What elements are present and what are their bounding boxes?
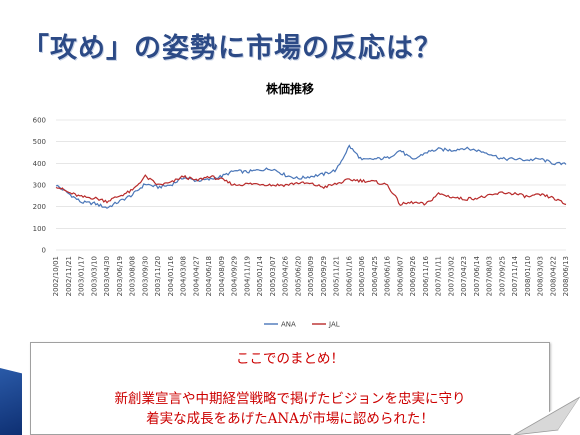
x-tick-label-1: 2002/11/21 — [65, 256, 73, 296]
legend-label-ana: ANA — [281, 321, 296, 329]
x-tick-label-8: 2003/11/20 — [154, 256, 162, 296]
x-tick-label-26: 2006/06/16 — [384, 255, 392, 296]
y-tick-label-4: 400 — [33, 160, 46, 168]
x-tick-label-5: 2003/06/19 — [116, 256, 124, 296]
x-tick-label-30: 2007/01/11 — [435, 256, 443, 296]
x-tick-label-29: 2006/11/16 — [422, 255, 430, 296]
summary-line-1: 新創業宣言や中期経営戦略で掲げたビジョンを忠実に守り — [114, 391, 466, 407]
x-axis-ticks: 2002/10/01 2002/11/21 2003/01/17 2003/03/10… — [52, 255, 570, 296]
x-tick-label-35: 2007/09/25 — [498, 256, 506, 296]
summary-box: ここでのまとめ！ 新創業宣言や中期経営戦略で掲げたビジョンを忠実に守り 着実な成… — [30, 342, 550, 435]
y-tick-label-6: 600 — [33, 117, 46, 125]
chart-gridlines — [56, 119, 566, 251]
x-tick-label-0: 2002/10/01 — [52, 256, 60, 296]
x-tick-label-19: 2005/06/20 — [294, 256, 302, 296]
series-line-ana — [55, 144, 567, 209]
y-tick-label-3: 300 — [33, 182, 46, 190]
y-tick-label-1: 100 — [33, 225, 46, 233]
x-tick-label-37: 2008/01/10 — [524, 256, 532, 296]
x-tick-label-24: 2006/03/06 — [358, 255, 366, 296]
decorative-corner — [0, 368, 22, 435]
x-tick-label-39: 2008/04/22 — [549, 256, 557, 296]
chart-legend: ANA JAL — [264, 321, 340, 329]
x-tick-label-36: 2007/11/14 — [511, 255, 519, 296]
summary-heading: ここでのまとめ！ — [236, 351, 344, 367]
x-tick-label-25: 2006/04/25 — [371, 256, 379, 296]
x-tick-label-38: 2008/03/03 — [537, 256, 545, 296]
x-tick-label-16: 2005/01/14 — [256, 255, 264, 296]
chart-title: 株価推移 — [265, 82, 314, 96]
x-tick-label-7: 2003/09/30 — [141, 256, 149, 296]
y-tick-label-2: 200 — [33, 203, 46, 211]
x-tick-label-9: 2004/01/16 — [167, 255, 175, 296]
series-line-jal — [55, 174, 567, 207]
legend-label-jal: JAL — [328, 321, 340, 329]
x-tick-label-14: 2004/09/29 — [231, 256, 239, 296]
x-tick-label-32: 2007/04/23 — [460, 256, 468, 296]
summary-line-2: 着実な成長をあげたANAが市場に認められた！ — [146, 411, 434, 427]
x-tick-label-2: 2003/01/17 — [78, 256, 86, 296]
x-tick-label-17: 2005/03/07 — [269, 256, 277, 296]
x-tick-label-28: 2006/09/26 — [409, 255, 417, 296]
x-tick-label-13: 2004/08/09 — [218, 256, 226, 296]
chart-series — [55, 144, 567, 209]
y-axis-ticks: 0 100 200 300 400 500 600 — [33, 117, 46, 255]
x-tick-label-15: 2004/11/19 — [243, 256, 251, 296]
x-tick-label-3: 2003/03/10 — [90, 256, 98, 296]
x-tick-label-40: 2008/06/13 — [562, 256, 570, 296]
x-tick-label-6: 2003/08/08 — [129, 256, 137, 296]
page-curl-icon — [510, 394, 580, 435]
x-tick-label-23: 2006/01/16 — [345, 255, 353, 296]
x-tick-label-31: 2007/03/02 — [447, 256, 455, 296]
x-tick-label-10: 2004/03/08 — [180, 256, 188, 296]
stock-price-chart: 0 100 200 300 400 500 600 2002/10/01 2002/11/21… — [33, 117, 570, 329]
y-tick-label-0: 0 — [42, 247, 46, 255]
x-tick-label-18: 2005/04/26 — [282, 255, 290, 296]
x-tick-label-12: 2004/06/18 — [205, 256, 213, 296]
x-tick-label-11: 2004/04/27 — [192, 256, 200, 296]
x-tick-label-20: 2005/08/09 — [307, 256, 315, 296]
slide-title: 「攻め」の姿勢に市場の反応は？ — [22, 33, 442, 64]
x-tick-label-27: 2006/08/07 — [396, 256, 404, 296]
x-tick-label-33: 2007/06/14 — [473, 255, 481, 296]
x-tick-label-34: 2007/08/03 — [486, 256, 494, 296]
x-tick-label-21: 2005/09/29 — [320, 256, 328, 296]
x-tick-label-22: 2005/11/21 — [333, 256, 341, 296]
x-tick-label-4: 2003/04/30 — [103, 256, 111, 296]
y-tick-label-5: 500 — [33, 138, 46, 146]
